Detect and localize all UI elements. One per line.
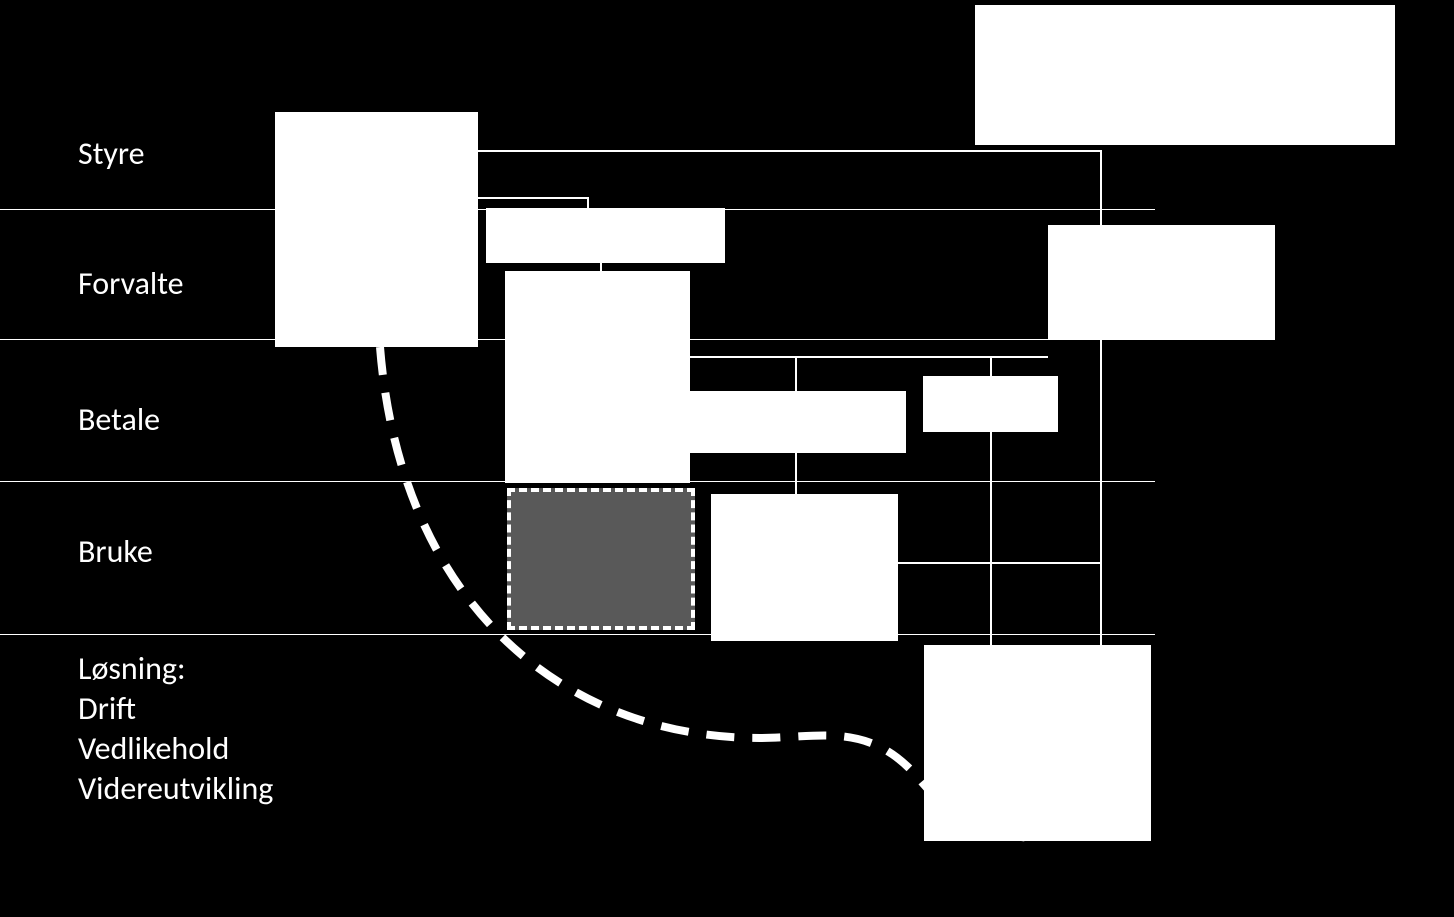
box-mid-small <box>923 376 1058 432</box>
connector <box>1100 340 1102 646</box>
divider-4 <box>0 634 1155 635</box>
connector <box>690 356 1048 358</box>
box-top-right <box>975 5 1395 145</box>
box-mid-wide <box>681 391 906 453</box>
box-bottom-right <box>924 645 1151 841</box>
connector <box>478 197 587 199</box>
box-right-med <box>1048 225 1275 340</box>
connector <box>898 562 1101 564</box>
row-label-bruke: Bruke <box>78 532 153 571</box>
connector <box>990 432 992 646</box>
row-label-forvalte: Forvalte <box>78 264 184 303</box>
box-grey-dashed <box>507 488 695 630</box>
row-label-losning: Løsning: Drift Vedlikehold Videreutvikli… <box>78 649 273 809</box>
box-white-mid <box>711 494 898 641</box>
box-col-a-tall <box>275 112 478 347</box>
box-col-b-tall <box>505 271 690 483</box>
connector <box>990 356 992 376</box>
connector <box>795 453 797 495</box>
connector <box>478 150 1102 152</box>
row-label-styre: Styre <box>78 134 145 173</box>
connector <box>795 356 797 392</box>
row-label-betale: Betale <box>78 400 160 439</box>
box-small-header <box>486 208 725 263</box>
connector <box>1100 150 1102 226</box>
